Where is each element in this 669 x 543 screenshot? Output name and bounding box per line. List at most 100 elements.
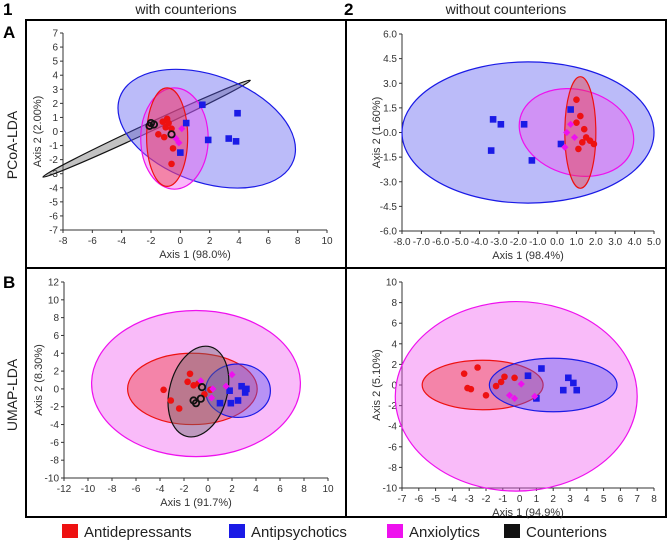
x-tick-label: 0 <box>517 494 523 505</box>
x-tick-label: -7 <box>398 494 407 505</box>
point-antidepressants <box>168 125 175 132</box>
y-tick-label: 12 <box>48 278 60 289</box>
x-tick-label: 8 <box>651 494 657 505</box>
legend: Antidepressants Antipsychotics Anxiolyti… <box>62 524 607 541</box>
ellipse-counterions <box>167 345 230 438</box>
point-antidepressants <box>467 385 475 393</box>
y-tick-label: 0 <box>53 384 59 395</box>
point-antidepressants <box>165 119 172 127</box>
x-tick-label: -2 <box>482 494 491 505</box>
point-antidepressants <box>184 378 191 386</box>
point-antipsychotics <box>199 101 206 109</box>
y-tick-label: 2 <box>391 360 397 371</box>
x-tick-label: -1.0 <box>529 237 547 248</box>
point-antipsychotics <box>225 135 233 142</box>
point-antidepressants <box>575 145 582 153</box>
x-tick-label: 2.0 <box>589 237 603 248</box>
ellipse-anxiolytics <box>394 300 638 492</box>
y-tick-label: 0 <box>391 381 397 392</box>
point-antidepressants <box>578 139 586 146</box>
y-tick-label: -8 <box>388 463 397 474</box>
point-antidepressants <box>167 397 175 404</box>
y-tick-label: -10 <box>45 474 60 485</box>
y-axis-title: Axis 2 (8.30%) <box>33 344 45 416</box>
x-tick-label: -7.0 <box>413 237 431 248</box>
x-tick-label: 4 <box>253 484 259 495</box>
x-tick-label: -2 <box>147 236 156 247</box>
y-tick-label: -3.0 <box>380 177 398 188</box>
y-tick-label: 4.5 <box>383 54 397 65</box>
x-tick-label: 1.0 <box>570 237 584 248</box>
y-tick-label: 4 <box>53 349 59 360</box>
col2-number: 2 <box>344 0 353 19</box>
legend-label-antidepressants: Antidepressants <box>84 524 192 541</box>
x-tick-label: 5.0 <box>647 237 661 248</box>
y-tick-label: -6 <box>50 438 59 449</box>
point-antidepressants <box>590 140 598 148</box>
point-anxiolytics <box>517 380 525 388</box>
x-tick-label: -1 <box>498 494 507 505</box>
col1-number: 1 <box>3 0 12 19</box>
point-antipsychotics <box>238 382 245 390</box>
x-tick-label: 3 <box>567 494 573 505</box>
x-tick-label: -2.0 <box>510 237 528 248</box>
point-antipsychotics <box>567 106 574 113</box>
point-antidepressants <box>186 370 194 378</box>
point-antipsychotics <box>487 147 495 154</box>
point-counterions <box>167 130 176 139</box>
point-antipsychotics <box>182 119 190 127</box>
x-axis-title: Axis 1 (98.0%) <box>159 249 231 261</box>
y-tick-label: 10 <box>386 278 398 289</box>
x-tick-label: 4 <box>584 494 590 505</box>
legend-label-antipsychotics: Antipsychotics <box>251 524 347 541</box>
point-counterions <box>145 121 154 130</box>
x-tick-label: 2 <box>229 484 235 495</box>
x-tick-label: 6 <box>277 484 283 495</box>
legend-label-counterions: Counterions <box>526 524 607 541</box>
x-tick-label: -2 <box>180 484 189 495</box>
point-counterions <box>191 399 201 408</box>
x-tick-label: 0.0 <box>550 237 564 248</box>
point-antidepressants <box>169 145 177 152</box>
y-tick-label: -4 <box>388 422 397 433</box>
y-axis-title: Axis 2 (2.00%) <box>32 96 44 168</box>
chart-pcoa-with-counterions: -7 -6 -5 -4 -3 -2 -1 0 1 2 3 4 5 6 7 -8 -6 -4 -2 0 2 4 6 8 10 Axi… <box>32 29 333 262</box>
x-tick-label: 2 <box>550 494 556 505</box>
y-tick-label: -10 <box>383 484 398 495</box>
x-tick-label: 2 <box>207 236 213 247</box>
point-antipsychotics <box>497 120 505 128</box>
x-tick-label: -5.0 <box>452 237 470 248</box>
y-tick-label: 0 <box>52 127 58 138</box>
point-antipsychotics <box>559 386 567 394</box>
legend-swatch-anxiolytics <box>387 524 403 538</box>
point-antidepressants <box>501 373 508 381</box>
point-anxiolytics <box>209 385 217 393</box>
x-tick-label: -6 <box>88 236 97 247</box>
x-tick-label: 6 <box>618 494 624 505</box>
point-antidepressants <box>160 133 168 141</box>
rowA-title: PCoA-LDA <box>4 110 20 179</box>
point-antipsychotics <box>528 157 536 164</box>
y-tick-label: -4 <box>49 183 58 194</box>
point-anxiolytics <box>175 139 183 147</box>
point-antipsychotics <box>557 140 565 148</box>
x-tick-label: 5 <box>601 494 607 505</box>
x-tick-label: -12 <box>57 484 72 495</box>
point-antidepressants <box>460 370 468 377</box>
point-antipsychotics <box>232 138 240 145</box>
point-antipsychotics <box>573 386 581 394</box>
point-antidepressants <box>573 96 580 103</box>
point-antipsychotics <box>538 365 545 372</box>
y-tick-label: -8 <box>50 456 59 467</box>
y-tick-label: 7 <box>52 29 58 40</box>
point-antipsychotics <box>234 397 242 404</box>
point-antipsychotics <box>204 136 212 144</box>
x-tick-label: 10 <box>322 484 334 495</box>
point-antidepressants <box>168 160 175 168</box>
x-tick-label: -5 <box>431 494 440 505</box>
legend-label-anxiolytics: Anxiolytics <box>409 524 480 541</box>
y-tick-label: 3.0 <box>383 79 397 90</box>
point-antipsychotics <box>489 116 497 123</box>
